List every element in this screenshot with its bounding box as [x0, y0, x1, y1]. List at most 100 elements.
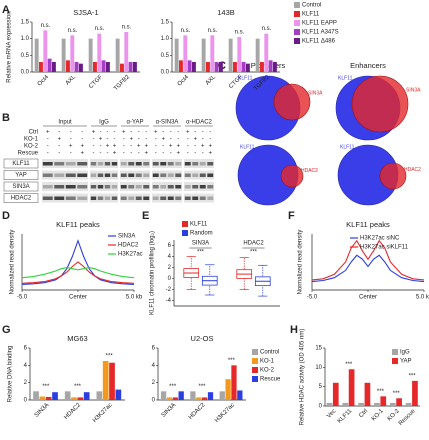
blot-band [184, 196, 191, 200]
blot-band [90, 185, 97, 189]
bar [51, 62, 56, 72]
venn-label: HDAC2 [404, 167, 421, 173]
blot-strip [120, 182, 150, 191]
venn-label: SIN3A [308, 90, 323, 96]
venn-label: KLF11 [238, 75, 253, 81]
blot-column: IgG [99, 120, 109, 126]
venn-label: KLF11 [340, 144, 355, 150]
x-tick-label: H3K27ac [214, 402, 236, 424]
bar [196, 397, 202, 400]
y-axis-label: Normalized read density [298, 230, 304, 295]
blot-band [90, 196, 97, 200]
bar [47, 58, 52, 72]
bar [179, 60, 183, 72]
condition-sign: + [154, 130, 158, 136]
y-tick-label: 4 [152, 363, 156, 369]
blot-band [152, 162, 159, 166]
x-tick-label: 5.0 kb [416, 295, 429, 301]
bar [237, 37, 242, 72]
bar [231, 365, 237, 400]
condition-sign: - [47, 137, 49, 143]
panel-label: G [2, 324, 11, 336]
bar [364, 382, 371, 406]
blot-band [175, 196, 182, 200]
condition-sign: - [209, 137, 211, 143]
blot-strip [42, 182, 88, 191]
blot-band [42, 162, 53, 166]
protein-name: YAP [15, 173, 27, 179]
blot-band [175, 162, 182, 166]
panel-label: D [2, 210, 10, 222]
blot-band [128, 185, 135, 189]
protein-name: KLF11 [12, 161, 30, 167]
condition-sign: - [187, 137, 189, 143]
x-tick-label: SIN3A [161, 402, 178, 419]
bar [264, 33, 269, 72]
condition-sign: + [80, 151, 84, 157]
condition-sign: - [70, 137, 72, 143]
bar [78, 63, 83, 72]
venn-label: SIN3A [406, 87, 421, 93]
chart-title: KLF11 peaks [346, 220, 390, 229]
condition-sign: + [113, 144, 117, 150]
blot-band [104, 196, 111, 200]
bar [71, 397, 77, 400]
legend-label: H3K27ac siNC [360, 236, 400, 242]
blot-strip [42, 170, 88, 180]
condition-sign: - [100, 144, 102, 150]
annotation: n.s. [122, 25, 132, 31]
y-tick-label: 10 [315, 365, 322, 371]
legend-swatch [252, 349, 258, 355]
blot-band [97, 162, 104, 166]
x-tick-label: HDAC2 [63, 402, 82, 421]
blot-strip [120, 170, 150, 180]
condition-sign: + [193, 137, 197, 143]
bar [174, 38, 179, 72]
blot-band [152, 173, 159, 177]
x-tick-label: AXL [205, 74, 218, 87]
blot-column: Input [58, 120, 72, 126]
x-tick-label: Oct4 [37, 74, 51, 88]
condition-sign: + [122, 130, 126, 136]
blot-band [207, 196, 214, 200]
condition-sign: + [57, 137, 61, 143]
legend-swatch [294, 11, 300, 17]
blot-band [120, 185, 127, 189]
legend-swatch [294, 2, 300, 8]
venn-circle [379, 162, 407, 190]
bar [52, 392, 58, 400]
y-tick-label: 1.0 [21, 36, 30, 42]
panel-label: A [2, 4, 10, 16]
bar [219, 391, 225, 400]
condition-sign: - [138, 130, 140, 136]
bar [380, 396, 387, 406]
condition-sign: + [169, 144, 173, 150]
blot-band [97, 196, 104, 200]
y-axis-label: KLF11 chromatin profiling (log₂) [150, 231, 156, 315]
blot-band [143, 196, 150, 200]
blot-band [54, 162, 65, 166]
line [21, 261, 135, 284]
blot-strip [120, 159, 150, 168]
blot-band [160, 162, 167, 166]
line [21, 267, 135, 279]
y-axis-label: Normalized read density [10, 230, 16, 295]
condition-sign: - [93, 151, 95, 157]
bar [39, 62, 43, 72]
category-label: SIN3A [192, 241, 209, 247]
x-tick-label: HDAC2 [188, 402, 207, 421]
annotation: *** [106, 354, 114, 360]
condition-sign: + [46, 130, 50, 136]
x-tick-label: CTGF [88, 74, 104, 90]
x-tick-label: Center [359, 295, 377, 301]
blot-strip [184, 182, 214, 191]
blot-band [104, 173, 111, 177]
blot-strip [90, 193, 118, 203]
condition-sign: - [170, 151, 172, 157]
venn-circle [351, 75, 409, 133]
bar [43, 30, 48, 72]
condition-sign: - [162, 151, 164, 157]
bar [412, 380, 418, 406]
condition-name: KO-2 [24, 144, 39, 150]
